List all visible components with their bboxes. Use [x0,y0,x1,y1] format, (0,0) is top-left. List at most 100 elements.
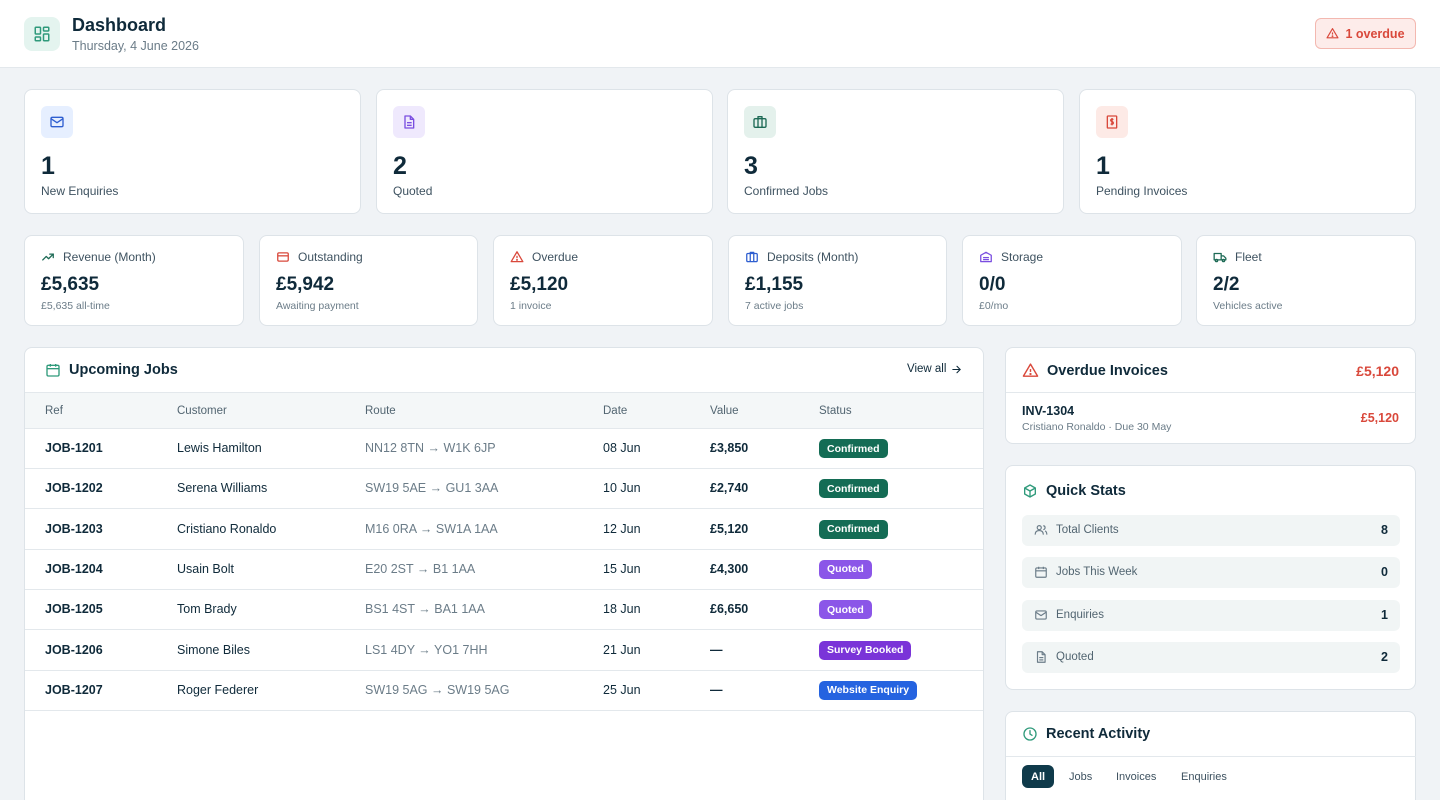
summary-card-confirmed-jobs[interactable]: 3 Confirmed Jobs [727,89,1064,214]
overdue-alert-button[interactable]: 1 overdue [1315,18,1416,49]
table-row[interactable]: JOB-1203 Cristiano Ronaldo M16 0RA → SW1A … [25,510,983,550]
column-header-status[interactable]: Status [819,405,852,417]
tab-jobs[interactable]: Jobs [1069,770,1093,783]
job-customer: Tom Brady [177,602,237,617]
recent-activity-title: Recent Activity [1046,726,1151,742]
overdue-badge-label: 1 overdue [1345,26,1405,41]
wallet-icon [746,251,758,263]
mail-icon [1035,610,1047,620]
column-header-value[interactable]: Value [710,405,739,417]
quick-stat-label: Enquiries [1056,609,1104,621]
summary-label: Pending Invoices [1096,184,1188,198]
tab-enquiries[interactable]: Enquiries [1181,770,1227,783]
table-header: Ref Customer Route Date Value Status [25,392,983,429]
status-badge: Quoted [819,600,872,620]
job-ref[interactable]: JOB-1207 [45,682,103,697]
metric-label: Revenue (Month) [63,250,156,264]
quick-stat-value: 0 [1381,565,1388,579]
warning-icon [1022,363,1039,377]
column-header-customer[interactable]: Customer [177,405,227,417]
job-customer: Serena Williams [177,481,268,496]
summary-card-pending-invoices[interactable]: 1 Pending Invoices [1079,89,1416,214]
table-row[interactable]: JOB-1206 Simone Biles LS1 4DY → YO1 7HH 21 … [25,631,983,671]
mail-icon [41,106,73,138]
job-customer: Simone Biles [177,642,250,657]
status-badge: Confirmed [819,439,888,458]
invoice-icon [1096,106,1128,138]
column-header-route[interactable]: Route [365,405,396,417]
metric-value: 2/2 [1213,274,1240,295]
table-row[interactable]: JOB-1204 Usain Bolt E20 2ST → B1 1AA 15 Jun… [25,550,983,590]
metric-card-deposits: Deposits (Month) £1,155 7 active jobs [728,235,947,326]
invoice-id: INV-1304 [1022,404,1075,418]
clock-icon [1023,727,1037,741]
job-ref[interactable]: JOB-1206 [45,642,103,657]
metric-sub: £0/mo [979,300,1009,312]
calendar-icon [46,364,60,377]
job-ref[interactable]: JOB-1204 [45,561,103,576]
summary-card-new-enquiries[interactable]: 1 New Enquiries [24,89,361,214]
overdue-invoices-title: Overdue Invoices [1047,362,1168,379]
job-customer: Lewis Hamilton [177,441,262,455]
arrow-right-icon [952,365,962,373]
job-value: £6,650 [710,602,749,617]
quick-stat-total-clients: Total Clients 8 [1022,515,1400,546]
job-ref[interactable]: JOB-1203 [45,521,103,536]
view-all-jobs-link[interactable]: View all [907,363,962,375]
job-date: 12 Jun [603,521,641,536]
metric-sub: 1 invoice [510,300,552,312]
upcoming-jobs-title: Upcoming Jobs [69,362,178,378]
overdue-total: £5,120 [1356,363,1399,379]
metric-sub: £5,635 all-time [41,300,110,312]
top-header: Dashboard Thursday, 4 June 2026 1 overdu… [0,0,1440,68]
job-customer: Cristiano Ronaldo [177,521,277,536]
metric-sub: Vehicles active [1213,300,1283,312]
job-route: M16 0RA → SW1A 1AA [365,521,498,536]
job-value: £5,120 [710,521,749,536]
divider [1006,392,1416,393]
metric-value: £5,120 [510,274,569,295]
quick-stats-panel: Quick Stats Total Clients 8 Jobs This We… [1005,465,1416,690]
quick-stats-heading: Quick Stats [1022,483,1126,499]
status-badge: Website Enquiry [819,680,918,700]
document-icon [1036,651,1046,663]
overdue-invoices-panel: Overdue Invoices £5,120 INV-1304 Cristia… [1005,347,1416,444]
overdue-invoices-heading: Overdue Invoices [1022,362,1168,379]
metric-label: Deposits (Month) [767,250,859,264]
status-badge: Quoted [819,559,872,579]
job-value: £4,300 [710,561,749,576]
table-row[interactable]: JOB-1202 Serena Williams SW19 5AE → GU1 3A… [25,469,983,510]
truck-icon [1213,252,1227,263]
divider [1006,756,1416,757]
job-ref[interactable]: JOB-1202 [45,481,103,496]
table-row[interactable]: JOB-1201 Lewis Hamilton NN12 8TN → W1K 6JP… [25,429,983,469]
users-icon [1034,525,1048,535]
summary-value: 3 [744,152,758,180]
summary-card-quoted[interactable]: 2 Quoted [376,89,713,214]
invoice-amount: £5,120 [1360,411,1399,425]
tab-invoices[interactable]: Invoices [1116,770,1157,783]
column-header-date[interactable]: Date [603,405,628,417]
job-date: 21 Jun [603,642,641,657]
table-row[interactable]: JOB-1207 Roger Federer SW19 5AG → SW19 5AG… [25,671,983,711]
quick-stat-label: Quoted [1056,651,1094,663]
table-row[interactable]: JOB-1205 Tom Brady BS1 4ST → BA1 1AA 18 Jun… [25,590,983,631]
metric-sub: Awaiting payment [276,300,359,312]
job-ref[interactable]: JOB-1201 [45,441,103,455]
upcoming-jobs-heading: Upcoming Jobs [45,362,178,378]
job-route: SW19 5AE → GU1 3AA [365,481,499,496]
tab-all[interactable]: All [1022,765,1055,788]
quick-stat-jobs-this-week: Jobs This Week 0 [1022,557,1400,588]
metric-label: Outstanding [298,250,363,264]
job-ref[interactable]: JOB-1205 [45,602,103,617]
column-header-ref[interactable]: Ref [45,405,63,417]
quick-stats-title: Quick Stats [1046,483,1126,499]
upcoming-jobs-panel: Upcoming Jobs View all Ref Customer Rout… [24,347,984,800]
job-value: £2,740 [710,481,749,496]
quick-stat-value: 1 [1381,608,1388,622]
trending-up-icon [42,253,54,261]
metric-card-revenue: Revenue (Month) £5,635 £5,635 all-time [24,235,244,326]
quick-stat-enquiries: Enquiries 1 [1022,600,1400,631]
page-title: Dashboard [72,15,167,35]
job-route: BS1 4ST → BA1 1AA [365,602,485,617]
